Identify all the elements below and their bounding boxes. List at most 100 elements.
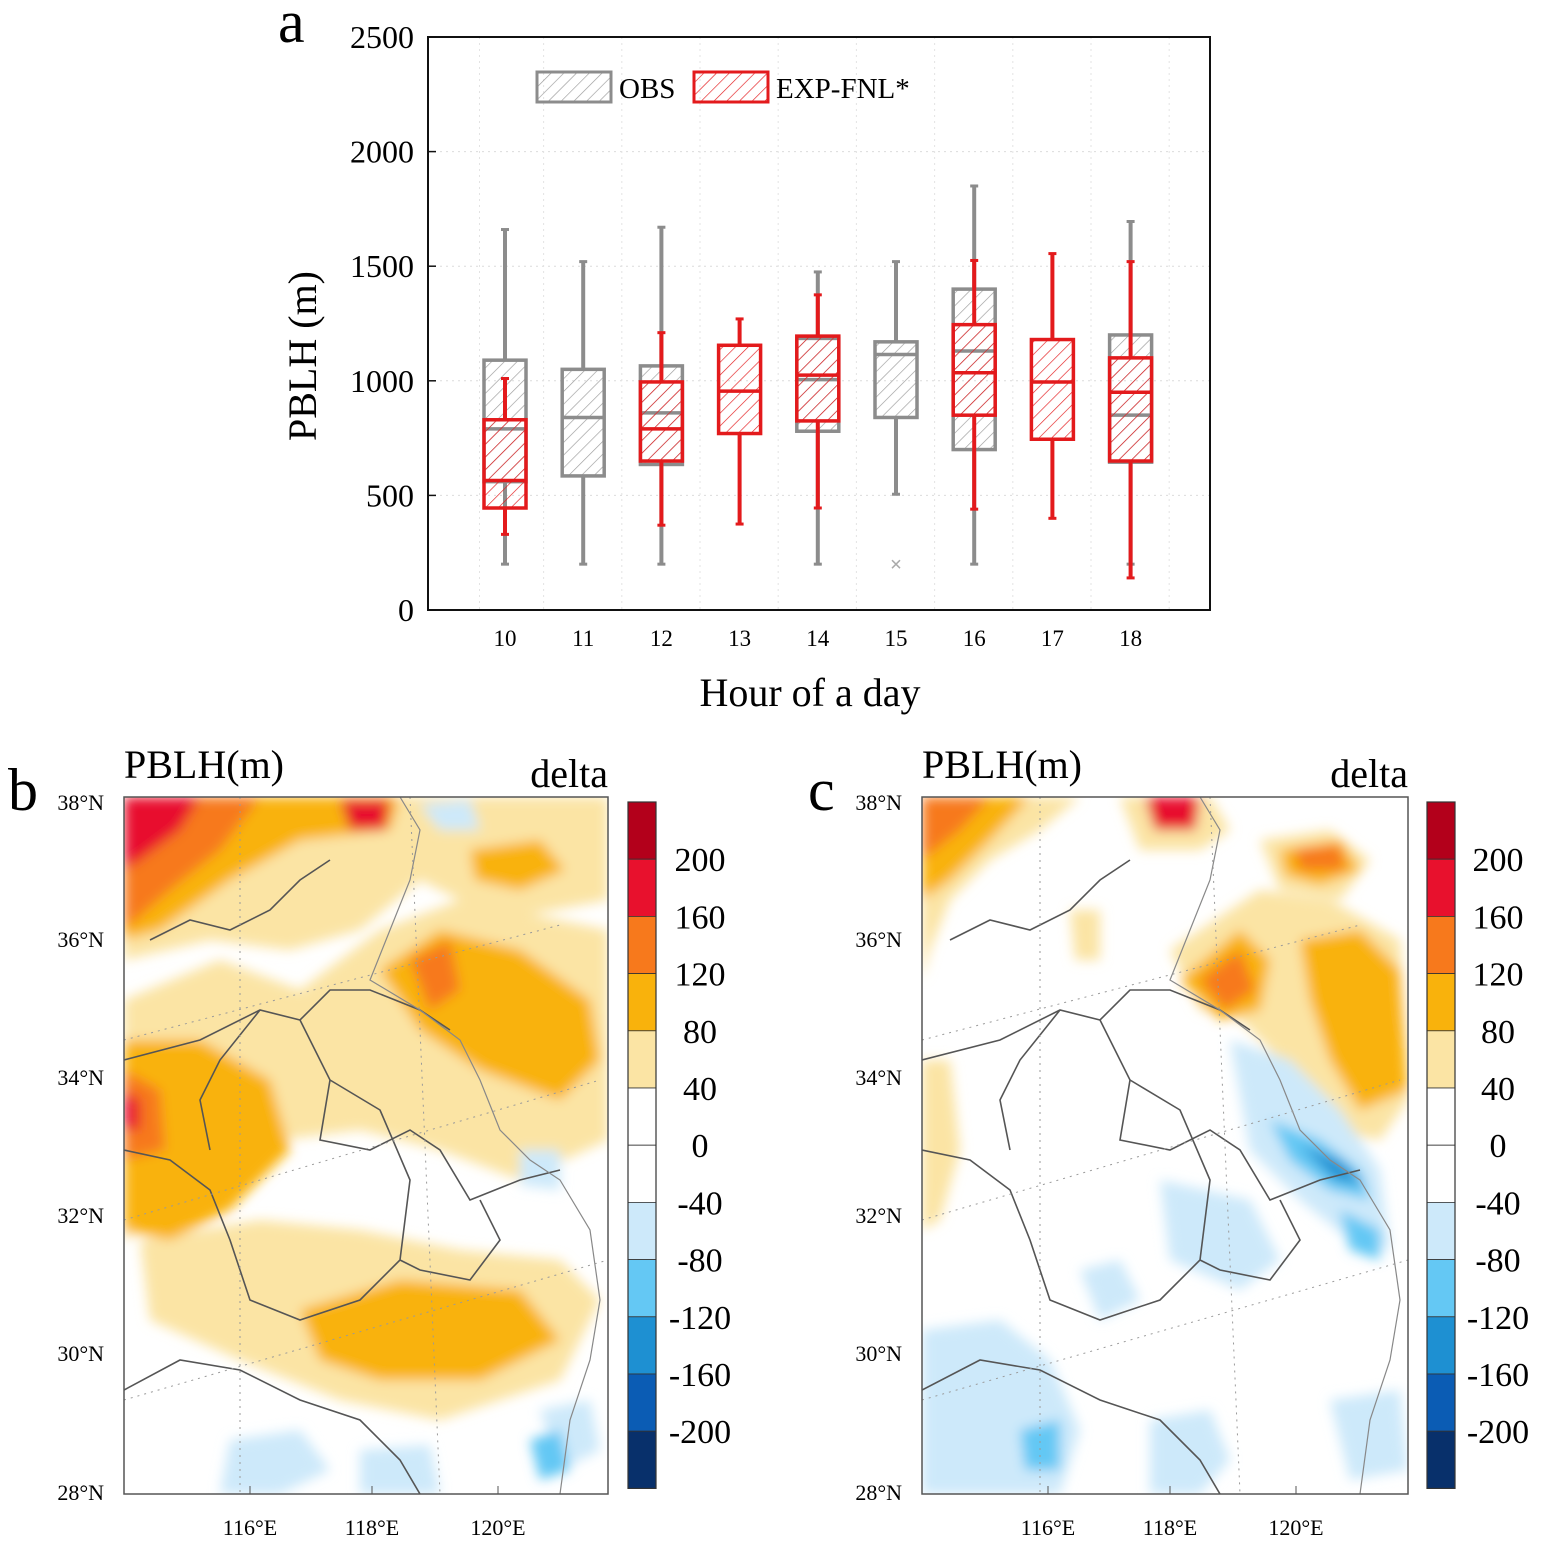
box-exp-10 [482, 377, 528, 536]
box-body [951, 322, 997, 417]
x-tick-label: 18 [1119, 626, 1142, 651]
lat-label: 32°N [855, 1203, 902, 1228]
box-body [560, 367, 606, 478]
panel-b-colorbar: 200 160 120 80 40 0 -40 -80 -120 -160 -200 [627, 801, 731, 1490]
colorbar-segment [627, 1030, 657, 1089]
panel-a-y-axis-title: PBLH (m) [280, 271, 325, 441]
lon-label: 118°E [345, 1515, 399, 1540]
colorbar-segment [627, 1087, 657, 1146]
colorbar-segment [1426, 1087, 1456, 1146]
colorbar-segment [1426, 1144, 1456, 1203]
box-exp-12 [638, 331, 685, 527]
legend-exp-swatch [692, 70, 770, 104]
legend-obs-swatch [535, 70, 613, 104]
x-tick-label: 16 [963, 626, 986, 651]
lat-label: 34°N [57, 1065, 104, 1090]
panel-c-subtitle: delta [1330, 751, 1408, 796]
panel-a-frame [427, 36, 1211, 611]
colorbar-segment [1426, 1259, 1456, 1318]
y-tick-label: 500 [366, 477, 414, 513]
lat-label: 36°N [57, 927, 104, 952]
lat-label: 32°N [57, 1203, 104, 1228]
colorbar-label: -40 [677, 1185, 722, 1222]
colorbar-label: 160 [675, 899, 726, 936]
colorbar-label: -120 [669, 1300, 731, 1337]
box-body [1107, 356, 1154, 463]
panel-c-frame [921, 796, 1409, 1495]
colorbar-segment [627, 1430, 657, 1489]
colorbar-label: 40 [683, 1071, 717, 1108]
panel-a-y-axis: 0 500 1000 1500 2000 2500 [350, 19, 436, 628]
y-tick-label: 0 [398, 592, 414, 628]
colorbar-label: 120 [1473, 957, 1524, 994]
x-tick-label: 17 [1041, 626, 1064, 651]
colorbar-border [1426, 801, 1456, 1490]
y-tick-label: 1000 [350, 363, 414, 399]
colorbar-segment [1426, 1430, 1456, 1489]
x-tick-label: 13 [728, 626, 751, 651]
colorbar-segment [1426, 1373, 1456, 1432]
colorbar-segment [1426, 1316, 1456, 1375]
y-tick-label: 2500 [350, 19, 414, 55]
panel-a-x-axis: 10 11 12 13 14 15 16 17 18 [494, 626, 1143, 651]
colorbar-label: 200 [675, 842, 726, 879]
x-tick-label: 12 [650, 626, 673, 651]
colorbar-border [627, 801, 657, 1490]
colorbar-label: 200 [1473, 842, 1524, 879]
colorbar-segment [627, 1373, 657, 1432]
colorbar-segment [627, 801, 657, 860]
colorbar-label: -200 [1467, 1414, 1529, 1451]
colorbar-label: -160 [1467, 1357, 1529, 1394]
panel-b-frame [123, 796, 609, 1495]
colorbar-segment [1426, 858, 1456, 917]
colorbar-segment [1426, 973, 1456, 1032]
lat-label: 28°N [855, 1480, 902, 1505]
panel-b-subtitle: delta [530, 751, 608, 796]
colorbar-label: 160 [1473, 899, 1524, 936]
panel-c-title: PBLH(m) [922, 742, 1082, 787]
colorbar-segment [627, 1316, 657, 1375]
lat-label: 38°N [57, 790, 104, 815]
panel-c-map [922, 797, 1408, 1494]
lat-label: 30°N [855, 1341, 902, 1366]
colorbar-segment [627, 916, 657, 975]
panel-c-lat-labels: 38°N 36°N 34°N 32°N 30°N 28°N [855, 790, 902, 1505]
panel-c-colorbar: 200 160 120 80 40 0 -40 -80 -120 -160 -200 [1426, 801, 1529, 1490]
colorbar-segment [627, 1202, 657, 1261]
colorbar-label: -80 [677, 1243, 722, 1280]
colorbar-label: 0 [692, 1128, 709, 1165]
lon-label: 116°E [1021, 1515, 1075, 1540]
colorbar-segment [627, 1144, 657, 1203]
colorbar-segment [1426, 1030, 1456, 1089]
lon-label: 116°E [223, 1515, 277, 1540]
colorbar-label: -160 [669, 1357, 731, 1394]
x-tick-label: 10 [494, 626, 517, 651]
panel-a-label: a [278, 0, 305, 55]
lat-label: 34°N [855, 1065, 902, 1090]
box-body [795, 334, 841, 423]
legend-exp-label: EXP-FNL* [776, 73, 910, 105]
y-tick-label: 2000 [350, 134, 414, 170]
panel-b-label: b [8, 757, 38, 823]
lat-label: 36°N [855, 927, 902, 952]
panel-a-legend: OBS EXP-FNL* [535, 70, 910, 105]
panel-b-title: PBLH(m) [124, 742, 284, 787]
box-obs-15 [873, 260, 919, 569]
box-body [482, 418, 528, 510]
box-body [638, 380, 685, 463]
box-exp-17 [1029, 252, 1076, 520]
colorbar-segment [1426, 916, 1456, 975]
box-exp-16 [951, 258, 997, 511]
lat-label: 38°N [855, 790, 902, 815]
colorbar-label: -40 [1475, 1185, 1520, 1222]
colorbar-label: -80 [1475, 1243, 1520, 1280]
box-obs-11 [560, 260, 606, 566]
box-exp-14 [795, 293, 841, 510]
lon-label: 120°E [1268, 1515, 1323, 1540]
lon-label: 118°E [1143, 1515, 1197, 1540]
colorbar-label: 40 [1481, 1071, 1515, 1108]
lat-label: 28°N [57, 1480, 104, 1505]
box-exp-18 [1107, 260, 1154, 580]
panel-b-map [124, 797, 608, 1494]
